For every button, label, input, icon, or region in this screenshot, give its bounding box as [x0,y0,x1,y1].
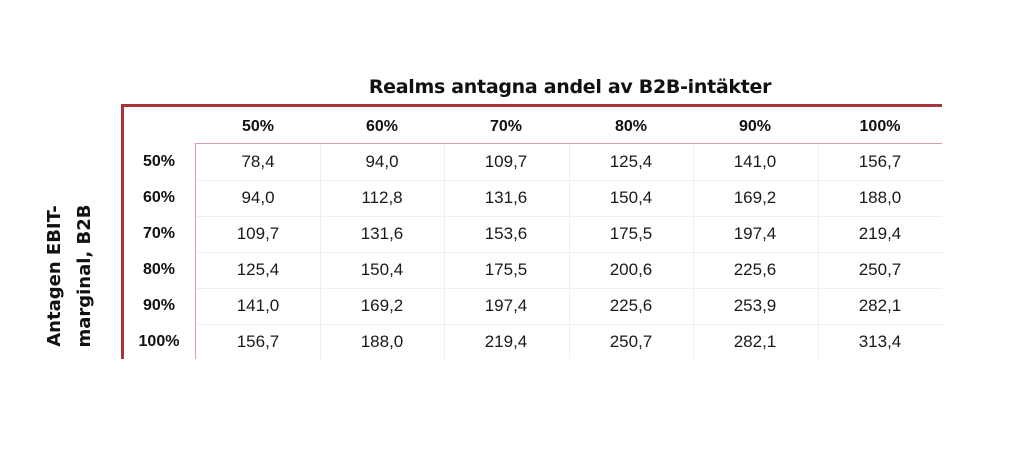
table-cell: 197,4 [733,224,777,243]
column-header: 50% [241,118,275,135]
table-cell: 150,4 [609,188,653,207]
table-cell: 109,7 [484,152,528,171]
table-cell: 169,2 [733,188,777,207]
table-cell: 150,4 [360,260,404,279]
row-header: 70% [142,225,176,242]
row-header: 90% [142,297,176,314]
table-cell: 282,1 [858,296,902,315]
table-cell: 197,4 [484,296,528,315]
table-cell: 250,7 [858,260,902,279]
column-header: 60% [365,118,399,135]
table-cell: 156,7 [858,152,902,171]
gridline [693,144,694,359]
table-cell: 219,4 [858,224,902,243]
table-cell: 188,0 [858,188,902,207]
table-cell: 188,0 [360,332,404,351]
row-axis-title-line1: Antagen EBIT- [44,205,65,347]
table-cell: 125,4 [236,260,280,279]
table-cell: 250,7 [609,332,653,351]
column-header: 100% [859,118,901,135]
gridline [569,144,570,359]
table-left-border [121,104,124,359]
gridline [818,144,819,359]
table-cell: 94,0 [241,188,275,207]
gridline [444,144,445,359]
column-header: 90% [738,118,772,135]
row-axis-title: Antagen EBIT- marginal, B2B [40,156,100,396]
row-axis-title-line2: marginal, B2B [74,204,95,348]
row-header: 50% [142,153,176,170]
table-cell: 78,4 [241,152,275,171]
table-cell: 109,7 [236,224,280,243]
column-header: 70% [489,118,523,135]
table-cell: 200,6 [609,260,653,279]
row-header-divider [195,143,196,359]
table-cell: 112,8 [361,188,403,207]
table-cell: 219,4 [484,332,528,351]
column-header: 80% [614,118,648,135]
gridline [320,144,321,359]
table-cell: 131,6 [360,224,404,243]
table-cell: 94,0 [365,152,399,171]
table-cell: 125,4 [609,152,653,171]
column-axis-title: Realms antagna andel av B2B-intäkter [368,76,772,98]
table-cell: 225,6 [609,296,653,315]
table-cell: 175,5 [609,224,653,243]
table-top-border [121,104,942,107]
table-cell: 131,6 [484,188,528,207]
table-cell: 282,1 [733,332,777,351]
row-header: 100% [138,333,180,350]
table-cell: 156,7 [236,332,280,351]
table-cell: 175,5 [484,260,528,279]
table-cell: 169,2 [360,296,404,315]
table-cell: 225,6 [733,260,777,279]
table-cell: 313,4 [858,332,902,351]
table-cell: 141,0 [236,296,280,315]
row-header: 80% [142,261,176,278]
header-divider [195,143,942,144]
table-cell: 141,0 [733,152,777,171]
row-header: 60% [142,189,176,206]
table-cell: 153,6 [484,224,528,243]
table-cell: 253,9 [733,296,777,315]
